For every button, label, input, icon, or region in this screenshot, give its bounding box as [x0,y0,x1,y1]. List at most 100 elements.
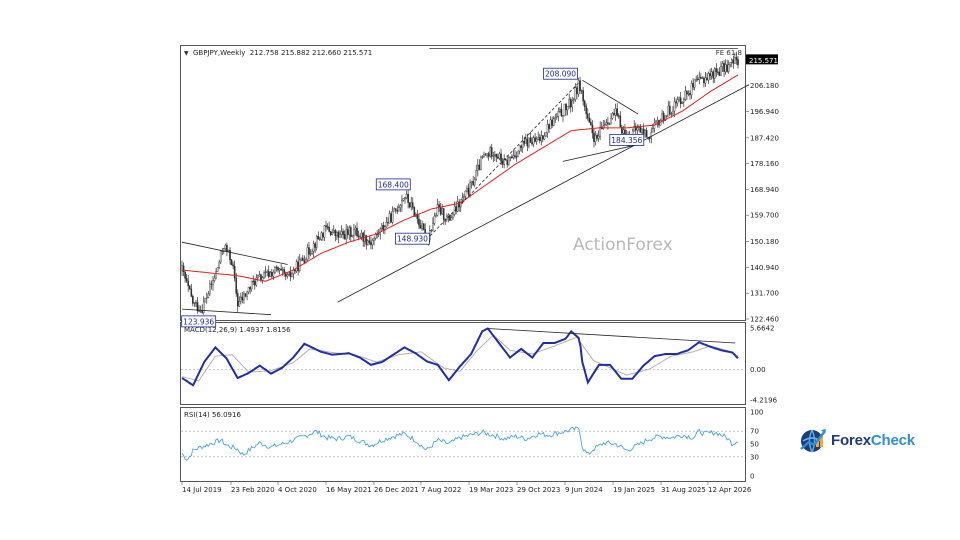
rsi-tick-label: 30 [750,453,759,461]
candle-body [190,288,193,297]
candle-body [274,267,276,273]
candle-body [267,271,270,277]
candle-body [644,130,646,134]
annotation-label: 208.090 [545,70,576,79]
x-tick-label: 16 May 2021 [326,486,372,494]
candle-body [198,310,200,312]
candle-body [614,108,617,116]
candle-body [523,140,526,144]
candle-body [580,90,583,92]
candle-body [470,181,473,183]
candle-body [185,278,188,282]
candle-body [315,236,318,248]
candle-body [636,127,639,131]
candle-body [662,113,665,121]
candle-body [554,116,557,119]
candle-body [495,154,498,158]
candle-body [241,296,244,301]
candle-body [289,271,292,277]
candle-body [300,257,303,261]
candle-body [303,260,306,263]
candle-body [672,110,674,114]
candle-body [481,156,484,158]
candle-body [715,68,718,73]
trendline [562,144,639,162]
candle-body [729,62,732,65]
candle-body [690,83,693,96]
candle-body [703,77,705,84]
candle-body [562,115,564,117]
rsi-line [181,426,739,461]
candle-body [599,126,601,137]
rsi-plot [181,426,745,461]
annotation-box [181,315,217,328]
candle-body [673,101,676,112]
candle-body [684,90,687,100]
candle-body [269,272,272,277]
candle-body [525,138,527,144]
price-tick-label: 178.160 [750,160,779,168]
candle-body [278,268,281,271]
candle-body [689,93,691,96]
candle-body [648,137,651,139]
dropdown-arrow-icon[interactable]: ▼ [184,50,189,57]
candle-body [611,112,614,119]
candle-body [709,73,711,77]
candle-body [202,301,205,313]
candle-body [604,124,606,127]
candle-body [346,229,349,235]
candle-body [449,214,451,221]
candle-body [407,194,409,203]
candle-body [540,135,543,141]
annotation-box [375,178,411,191]
candle-body [371,240,374,246]
candle-body [247,287,250,293]
candle-body [286,274,289,277]
candle-body [526,138,529,147]
candle-body [421,223,423,229]
candle-body [213,277,216,281]
x-tick-label: 12 Apr 2026 [708,486,752,494]
price-tick-label: 168.940 [750,186,779,194]
candle-body [250,280,253,290]
candle-body [367,240,369,245]
candle-body [195,302,197,304]
candle-body [486,153,488,156]
candle-body [466,188,468,192]
candle-body [720,66,722,76]
x-tick-label: 14 Jul 2019 [182,486,222,494]
candle-body [311,251,313,254]
candle-body [566,105,569,111]
candle-body [336,232,338,236]
watermark: ActionForex [573,235,673,255]
candle-body [698,77,701,80]
rsi-panel-frame [180,407,746,482]
annotation-label: 168.400 [378,180,409,189]
candle-body [182,265,185,272]
candle-body [579,80,581,92]
candle-body [585,106,588,115]
candle-body [492,155,495,157]
candle-body [263,272,265,278]
candle-body [404,197,406,199]
candle-body [650,131,653,139]
forexcheck-brand: ForexCheck [799,422,929,458]
candle-body [399,205,402,208]
candle-body [534,137,536,142]
candle-body [253,280,256,286]
candle-body [452,214,454,218]
candle-body [472,181,474,186]
candle-body [257,275,259,279]
candle-body [297,261,299,271]
candle-body [271,272,273,277]
x-tick-label: 9 Jun 2024 [565,486,603,494]
candle-body [227,249,230,252]
candle-body [639,126,642,133]
candle-body [309,253,312,255]
candle-body [675,101,677,104]
axes: 206.180 196.940 187.420 178.160 168.940 159.7… [181,82,779,494]
rsi-label: RSI(14) 56.0916 [184,411,241,419]
candle-body [458,201,461,208]
candle-body [408,202,411,208]
candle-body [557,111,560,117]
